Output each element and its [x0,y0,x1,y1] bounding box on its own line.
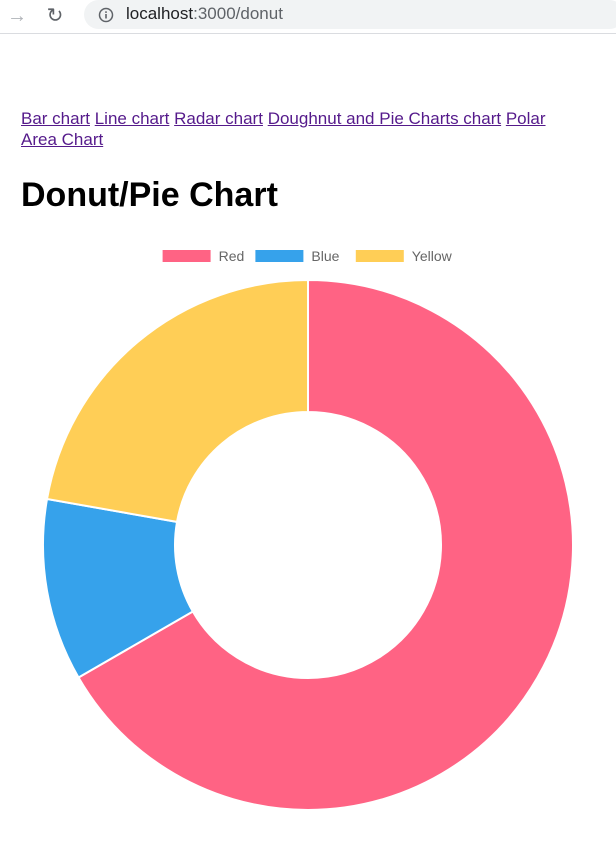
chart-canvas: Red Blue Yellow [42,248,574,811]
info-icon[interactable] [98,7,114,23]
legend-label-red[interactable]: Red [219,248,245,264]
nav-link-line[interactable]: Line chart [94,109,170,128]
legend-label-yellow[interactable]: Yellow [412,248,453,264]
slice-yellow[interactable] [45,278,309,524]
url-text[interactable]: localhost:3000/donut [126,4,283,24]
donut-chart: Red Blue Yellow [0,238,616,838]
nav-link-polar-area[interactable]: Polar Area Chart [21,109,546,149]
nav-link-doughnut-pie[interactable]: Doughnut and Pie Charts chart [267,109,502,128]
legend-swatch-yellow[interactable] [355,250,404,262]
page-content: Bar chart Line chart Radar chart Doughnu… [21,108,581,215]
legend-swatch-blue[interactable] [255,250,304,262]
legend-swatch-red[interactable] [162,250,211,262]
address-bar[interactable]: localhost:3000/donut [84,0,616,29]
back-arrow-icon[interactable]: → [7,5,27,27]
chart-nav: Bar chart Line chart Radar chart Doughnu… [21,108,581,150]
url-host: localhost [126,4,194,23]
slice-red[interactable] [77,278,574,811]
url-path: :3000/donut [193,4,283,23]
nav-link-bar[interactable]: Bar chart [21,109,90,128]
reload-icon[interactable]: ↻ [46,5,64,27]
page-title: Donut/Pie Chart [21,176,278,214]
nav-link-radar[interactable]: Radar chart [174,109,263,128]
legend-label-blue[interactable]: Blue [311,248,339,264]
browser-toolbar: → ↻ localhost:3000/donut [0,0,616,34]
